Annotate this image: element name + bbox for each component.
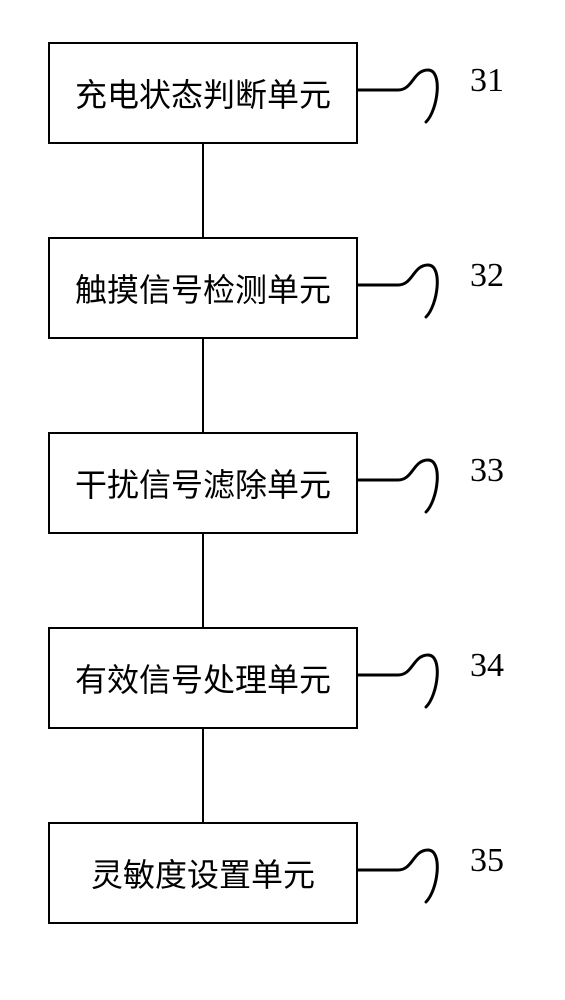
- node-label: 干扰信号滤除单元: [75, 460, 331, 506]
- node-label: 触摸信号检测单元: [75, 265, 331, 311]
- diagram-canvas: 充电状态判断单元 触摸信号检测单元 干扰信号滤除单元 有效信号处理单元 灵敏度设…: [0, 0, 565, 1000]
- annotation-label-35: 35: [470, 842, 504, 880]
- node-label: 灵敏度设置单元: [91, 850, 315, 896]
- annotation-label-31: 31: [470, 62, 504, 100]
- annotation-connector-31: [358, 60, 458, 140]
- annotation-connector-32: [358, 255, 458, 335]
- node-label: 充电状态判断单元: [75, 70, 331, 116]
- annotation-label-34: 34: [470, 647, 504, 685]
- edge-31-32: [202, 144, 204, 237]
- node-interference-signal-filter-unit: 干扰信号滤除单元: [48, 432, 358, 534]
- edge-33-34: [202, 534, 204, 627]
- annotation-label-32: 32: [470, 257, 504, 295]
- annotation-connector-34: [358, 645, 458, 725]
- node-sensitivity-setting-unit: 灵敏度设置单元: [48, 822, 358, 924]
- edge-34-35: [202, 729, 204, 822]
- node-label: 有效信号处理单元: [75, 655, 331, 701]
- annotation-connector-35: [358, 840, 458, 920]
- node-valid-signal-processing-unit: 有效信号处理单元: [48, 627, 358, 729]
- node-charging-state-judgment-unit: 充电状态判断单元: [48, 42, 358, 144]
- annotation-connector-33: [358, 450, 458, 530]
- annotation-label-33: 33: [470, 452, 504, 490]
- node-touch-signal-detection-unit: 触摸信号检测单元: [48, 237, 358, 339]
- edge-32-33: [202, 339, 204, 432]
